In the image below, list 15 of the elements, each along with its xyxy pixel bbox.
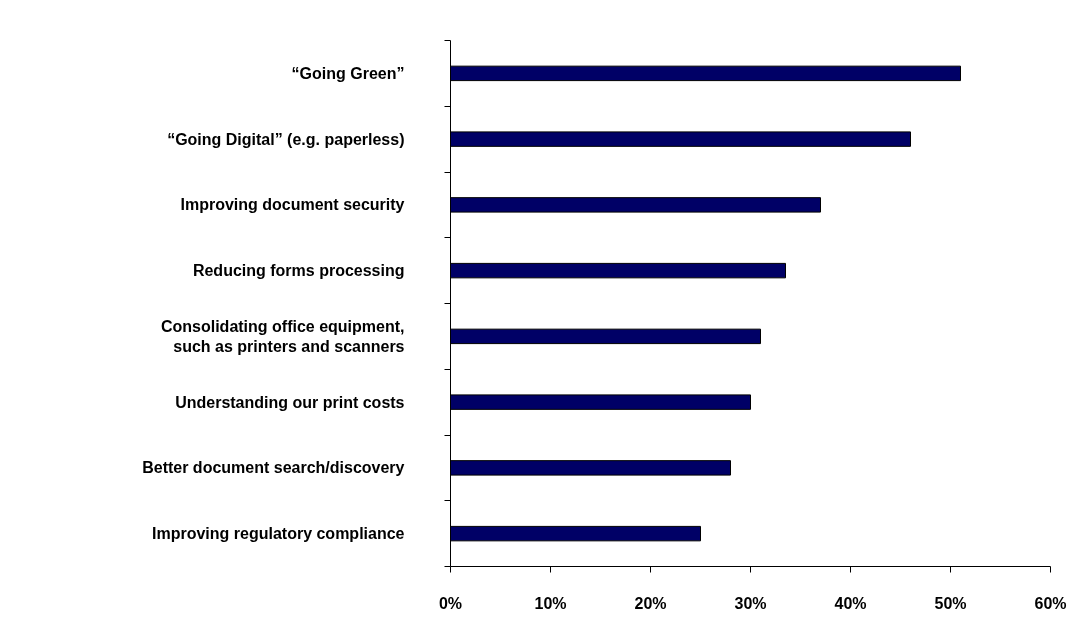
y-tick-label: Improving document security: [180, 196, 405, 214]
x-tick-label: 60%: [1034, 594, 1067, 612]
y-tick-label: Improving regulatory compliance: [152, 525, 405, 543]
x-tick-label: 30%: [734, 594, 767, 612]
x-tick-label: 20%: [634, 594, 667, 612]
y-tick-label: Understanding our print costs: [175, 393, 405, 411]
x-tick-label: 40%: [834, 594, 867, 612]
y-tick-label: Better document search/discovery: [142, 459, 405, 477]
y-tick-label: Consolidating office equipment, such as printers and scanners: [160, 317, 405, 356]
y-tick-label: Reducing forms processing: [192, 262, 405, 280]
y-tick-label: “Going Green”: [291, 64, 405, 82]
x-tick-label: 0%: [438, 594, 463, 612]
x-tick-label: 50%: [934, 594, 967, 612]
x-tick-label: 10%: [534, 594, 567, 612]
y-tick-label: “Going Digital” (e.g. paperless): [167, 130, 405, 148]
